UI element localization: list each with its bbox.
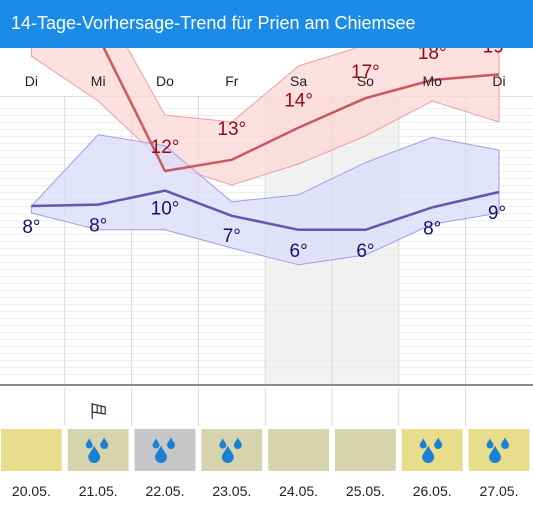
min-temperature-label: 9° (488, 203, 506, 224)
date-label: 24.05. (279, 483, 318, 499)
raindrop-icon (489, 445, 501, 463)
day-label: Mi (91, 73, 106, 89)
day-labels: Di Mi Do Fr Sa So Mo Di (25, 73, 506, 89)
temperature-bands (30, 48, 500, 266)
day-label: Fr (225, 73, 239, 89)
min-temperature-label: 8° (89, 216, 107, 237)
raindrop-icon (486, 438, 494, 449)
weather-box-cloudy (201, 429, 263, 471)
raindrop-icon (155, 445, 167, 463)
max-temperature-label: 19° (483, 48, 512, 57)
raindrop-icon (88, 445, 101, 464)
page-header: 14-Tage-Vorhersage-Trend für Prien am Ch… (0, 0, 533, 48)
min-temperature-label: 10° (151, 199, 180, 220)
day-label: Mo (422, 73, 442, 89)
day-label: Do (156, 73, 174, 89)
raindrop-icon (85, 438, 93, 449)
raindrop-icon (233, 437, 242, 449)
day-label: Di (25, 73, 38, 89)
rain-icon (486, 437, 509, 463)
raindrop-icon (152, 438, 160, 449)
windsock (91, 403, 106, 415)
raindrop-icon (219, 438, 227, 449)
date-label: 26.05. (413, 483, 452, 499)
raindrop-icon (221, 445, 234, 464)
min-temperature-label: 6° (290, 241, 308, 262)
date-label: 27.05. (480, 483, 519, 499)
max-temperature-line (102, 48, 500, 173)
weather-box-overcast (134, 429, 196, 471)
weather-box-sunny (1, 429, 62, 471)
day-label: So (357, 73, 374, 89)
temperature-lines (31, 48, 500, 232)
min-temperature-label: 8° (22, 217, 40, 238)
date-label: 23.05. (212, 483, 251, 499)
min-temperature-label: 8° (423, 218, 441, 239)
min-temperature-band (30, 134, 500, 266)
min-temperature-line (31, 189, 500, 232)
raindrop-icon (167, 437, 175, 449)
weather-box-sunny (468, 429, 530, 471)
date-label: 22.05. (146, 483, 185, 499)
raindrop-icon (434, 437, 443, 449)
temperature-labels: 20°21°12°13°14°17°18°19°8°8°10°7°6°6°8°9… (22, 48, 512, 262)
rain-icon (219, 437, 242, 464)
raindrop-icon (422, 445, 435, 464)
weather-row (1, 403, 530, 471)
date-label: 21.05. (79, 483, 118, 499)
wind-icon (91, 403, 106, 419)
day-label: Di (492, 73, 505, 89)
max-temperature-label: 13° (217, 119, 246, 140)
min-temperature-label: 7° (223, 226, 241, 247)
rain-icon (419, 437, 443, 464)
weather-box-sunny (401, 429, 463, 471)
forecast-trend-chart: 20°21°12°13°14°17°18°19°8°8°10°7°6°6°8°9… (0, 48, 533, 499)
weather-box-cloudy (67, 429, 129, 471)
max-temperature-label: 18° (418, 48, 447, 64)
rain-icon (152, 437, 175, 463)
page-title: 14-Tage-Vorhersage-Trend für Prien am Ch… (11, 13, 416, 33)
raindrop-icon (419, 438, 427, 449)
min-temperature-label: 6° (356, 241, 374, 262)
date-label: 25.05. (346, 483, 385, 499)
day-label: Sa (290, 73, 307, 89)
date-labels: 20.05. 21.05. 22.05. 23.05. 24.05. 25.05. 26.0… (12, 483, 519, 499)
date-label: 20.05. (12, 483, 51, 499)
weather-box-cloudy (268, 429, 329, 471)
raindrop-icon (100, 437, 109, 449)
max-temperature-label: 12° (151, 137, 180, 158)
max-temperature-label: 14° (284, 91, 313, 112)
raindrop-icon (501, 437, 509, 449)
rain-icon (85, 437, 109, 464)
max-temperature-label: 17° (351, 62, 380, 83)
weather-box-cloudy (335, 429, 396, 471)
